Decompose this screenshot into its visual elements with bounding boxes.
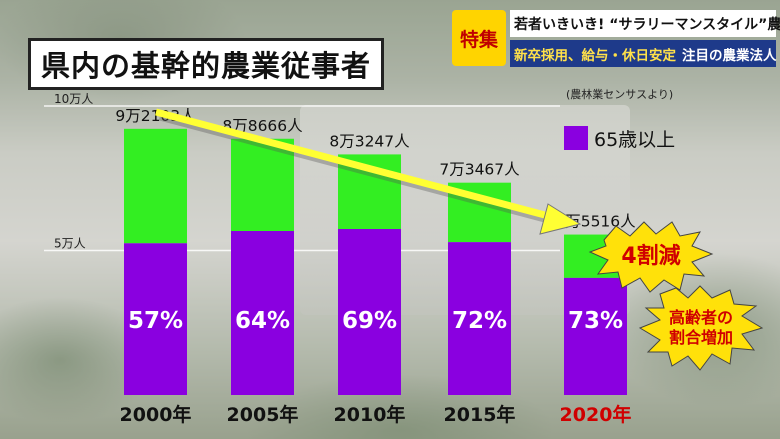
decrease-burst: 4割減 (588, 221, 714, 293)
bar-group (124, 128, 627, 395)
feature-tag: 特集 (452, 10, 506, 66)
total-label-1: 8万8666人 (222, 117, 302, 135)
total-label-3: 7万3467人 (439, 161, 519, 179)
percent-labels: 57% 64% 69% 72% 73% (128, 308, 623, 334)
bar-under65-1 (231, 138, 294, 232)
percent-label-0: 57% (128, 308, 183, 334)
percent-label-1: 64% (235, 308, 290, 334)
x-label-3: 2015年 (444, 403, 516, 426)
x-axis-labels: 2000年 2005年 2010年 2015年 2020年 (120, 403, 632, 426)
elderly-increase-burst: 高齢者の 割合増加 (638, 285, 764, 371)
decline-arrow (155, 108, 582, 235)
total-label-2: 8万3247人 (329, 132, 409, 150)
legend-swatch-elderly (564, 126, 588, 150)
bar-elderly-3 (448, 242, 511, 395)
bar-under65-0 (124, 128, 187, 244)
banner-subline-white: 注目の農業法人 (682, 47, 777, 64)
banner-subline-yellow: 新卒採用、給与・休日安定 (514, 47, 676, 64)
chart-title: 県内の基幹的農業従事者 (28, 38, 384, 90)
bar-elderly-2 (338, 228, 401, 395)
percent-label-2: 69% (342, 308, 397, 334)
bar-elderly-0 (124, 243, 187, 395)
x-label-4: 2020年 (560, 403, 632, 426)
legend-label-elderly: 65歳以上 (594, 129, 675, 151)
percent-label-4: 73% (568, 308, 623, 334)
source-note: (農林業センサスより) (566, 87, 673, 101)
percent-label-3: 72% (452, 308, 507, 334)
chart-title-text: 県内の基幹的農業従事者 (40, 49, 371, 83)
bar-elderly-1 (231, 231, 294, 395)
banner-headline: 若者いきいき! “サラリーマンスタイル”農業 (510, 10, 780, 37)
x-label-2: 2010年 (334, 403, 406, 426)
y-tick-label-0: 10万人 (54, 92, 93, 106)
bar-elderly-4 (564, 277, 627, 395)
x-label-1: 2005年 (227, 403, 299, 426)
elderly-burst-line2: 割合増加 (669, 328, 733, 347)
feature-banner: 特集 若者いきいき! “サラリーマンスタイル”農業 新卒採用、給与・休日安定 注… (452, 8, 780, 70)
x-label-0: 2000年 (120, 403, 192, 426)
y-tick-label-1: 5万人 (54, 237, 86, 251)
banner-subline: 新卒採用、給与・休日安定 注目の農業法人 (510, 40, 777, 67)
elderly-burst-line1: 高齢者の (669, 308, 733, 327)
decrease-burst-text: 4割減 (621, 243, 680, 269)
